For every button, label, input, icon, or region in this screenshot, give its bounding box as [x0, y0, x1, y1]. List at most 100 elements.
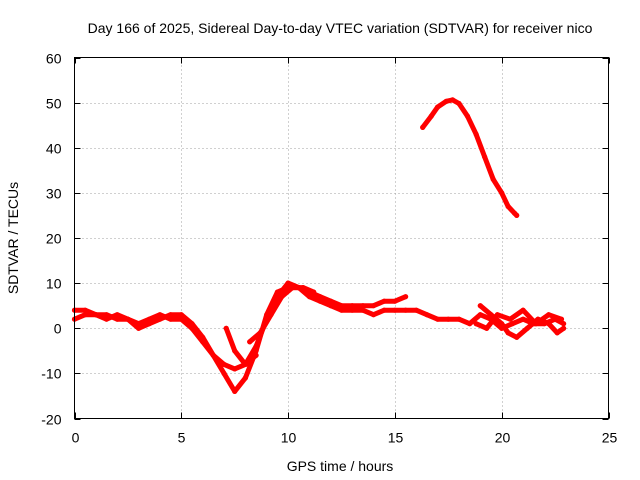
- y-tick-label: -20: [41, 412, 61, 428]
- data-point: [546, 321, 552, 327]
- series-track-6: [473, 307, 565, 331]
- data-point: [520, 307, 526, 313]
- data-point: [338, 307, 345, 313]
- x-tick-label: 25: [602, 430, 618, 446]
- y-axis-label: SDTVAR / TECUs: [5, 182, 21, 294]
- data-point: [445, 316, 451, 322]
- data-point: [242, 375, 248, 381]
- chart-title: Day 166 of 2025, Sidereal Day-to-day VTE…: [88, 20, 593, 36]
- data-point: [125, 316, 131, 322]
- data-point: [533, 321, 539, 327]
- x-tick-label: 20: [495, 430, 511, 446]
- y-tick-label: 10: [46, 276, 62, 292]
- data-point: [403, 294, 409, 300]
- tick-labels: 0 5 10 15 20 25 -20 -10 0 10 20 30 40 50 60: [41, 51, 617, 446]
- y-tick-label: 30: [46, 186, 62, 202]
- data-point: [428, 113, 434, 119]
- data-point: [136, 325, 142, 331]
- series-layer: [71, 97, 567, 394]
- data-point: [306, 294, 313, 300]
- data-point: [289, 285, 295, 291]
- data-point: [178, 312, 184, 318]
- data-point: [561, 321, 567, 327]
- data-point: [300, 285, 306, 291]
- data-point: [103, 312, 110, 318]
- data-point: [221, 370, 227, 376]
- data-point: [349, 303, 355, 309]
- grid: [74, 57, 609, 419]
- data-point: [505, 330, 511, 336]
- data-point: [232, 366, 238, 372]
- data-point: [507, 316, 513, 322]
- data-point: [168, 316, 174, 322]
- series-track-4: [247, 285, 317, 345]
- y-tick-label: 0: [54, 321, 62, 337]
- data-point: [247, 339, 253, 345]
- data-point: [349, 307, 355, 313]
- data-point: [420, 124, 426, 130]
- data-point: [450, 97, 456, 103]
- y-tick-label: 50: [46, 96, 62, 112]
- data-point: [360, 303, 366, 309]
- data-point: [505, 203, 511, 209]
- data-point: [524, 325, 530, 331]
- data-point: [520, 316, 526, 322]
- data-point: [484, 325, 490, 331]
- data-point: [370, 303, 377, 309]
- data-point: [136, 321, 142, 327]
- data-point: [403, 307, 409, 313]
- data-point: [443, 98, 449, 104]
- data-point: [473, 131, 479, 137]
- data-point: [114, 316, 120, 322]
- data-point: [338, 303, 345, 309]
- data-point: [257, 330, 263, 336]
- ticks: [74, 57, 610, 420]
- data-point: [268, 312, 274, 318]
- data-point: [317, 294, 323, 300]
- x-tick-label: 15: [388, 430, 404, 446]
- data-point: [279, 294, 285, 300]
- series-track-3: [223, 325, 259, 367]
- series-line: [473, 307, 564, 331]
- data-point: [413, 307, 419, 313]
- data-point: [477, 303, 483, 309]
- x-tick-label: 10: [281, 430, 297, 446]
- data-point: [473, 321, 479, 327]
- data-point: [514, 334, 520, 340]
- x-axis-label: GPS time / hours: [287, 458, 394, 474]
- data-point: [499, 190, 505, 196]
- x-tick-label: 5: [178, 430, 186, 446]
- data-point: [456, 316, 462, 322]
- data-point: [482, 154, 488, 160]
- data-point: [381, 307, 387, 313]
- series-line: [223, 325, 259, 367]
- data-point: [381, 298, 387, 304]
- data-point: [488, 312, 494, 318]
- data-point: [232, 388, 238, 394]
- data-point: [285, 280, 291, 286]
- data-point: [435, 104, 441, 110]
- y-tick-label: -10: [41, 366, 61, 382]
- x-tick-label: 0: [72, 430, 80, 446]
- data-point: [499, 321, 505, 327]
- data-point: [232, 348, 238, 354]
- data-point: [223, 325, 229, 331]
- data-point: [509, 321, 515, 327]
- data-point: [221, 361, 227, 367]
- y-tick-label: 20: [46, 231, 62, 247]
- data-point: [370, 312, 377, 318]
- data-point: [189, 325, 195, 331]
- data-point: [464, 113, 471, 119]
- data-point: [242, 361, 248, 367]
- data-point: [253, 352, 259, 358]
- data-point: [435, 316, 441, 322]
- data-point: [93, 312, 99, 318]
- data-point: [456, 100, 462, 107]
- data-point: [178, 316, 184, 322]
- data-point: [554, 330, 560, 336]
- data-point: [253, 343, 259, 349]
- y-tick-label: 60: [46, 51, 62, 67]
- data-point: [328, 298, 334, 304]
